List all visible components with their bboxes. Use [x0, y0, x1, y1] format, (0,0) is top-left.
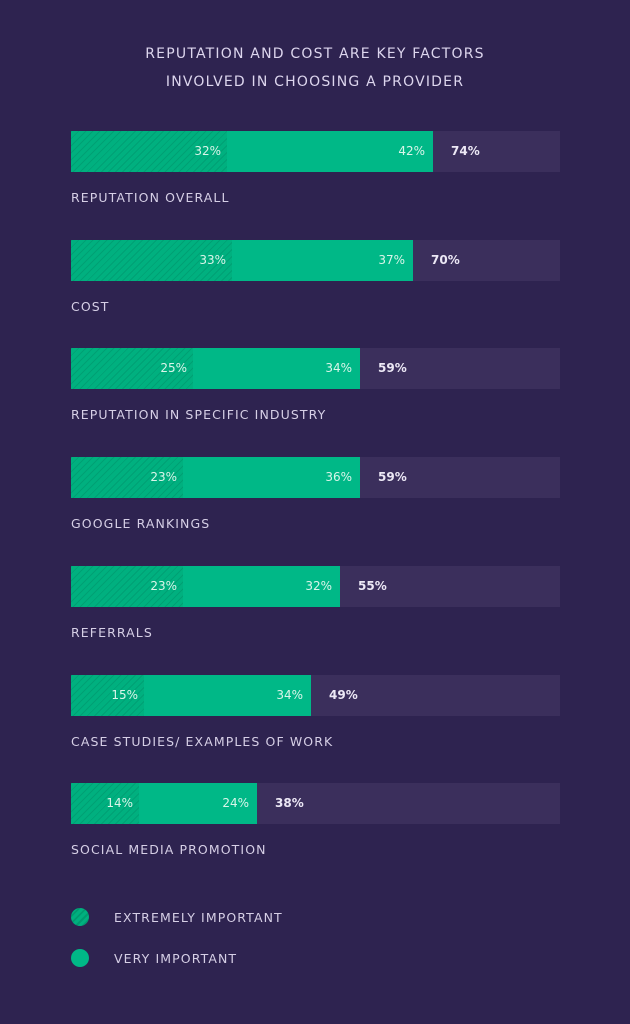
extremely-value-label: 25% — [160, 361, 187, 375]
extremely-value-label: 23% — [150, 579, 177, 593]
category-label: REFERRALS — [71, 625, 153, 640]
very-value-label: 42% — [398, 144, 425, 158]
bar-segment-extremely-important — [71, 566, 183, 607]
category-label: CASE STUDIES/ EXAMPLES OF WORK — [71, 734, 334, 749]
legend-label: VERY IMPORTANT — [114, 950, 238, 966]
bar-track: 14% 24% 38% — [71, 783, 560, 824]
legend-item-extremely-important: EXTREMELY IMPORTANT — [71, 908, 283, 926]
bar-segment-extremely-important — [71, 240, 232, 281]
bar-row: 25% 34% 59% REPUTATION IN SPECIFIC INDUSTRY — [71, 348, 560, 422]
bar-track: 32% 42% 74% — [71, 131, 560, 172]
very-value-label: 34% — [276, 688, 303, 702]
chart-title-line-2: INVOLVED IN CHOOSING A PROVIDER — [165, 74, 465, 90]
bar-track: 25% 34% 59% — [71, 348, 560, 389]
hatched-dot-icon — [71, 908, 89, 926]
bar-track: 23% 36% 59% — [71, 457, 560, 498]
very-value-label: 34% — [325, 361, 352, 375]
total-value-label: 70% — [431, 253, 460, 267]
bar-segment-extremely-important — [71, 457, 183, 498]
chart-title-line-1: REPUTATION AND COST ARE KEY FACTORS — [145, 46, 485, 62]
solid-dot-icon — [71, 949, 89, 967]
bar-segment-very-important — [232, 240, 413, 281]
bar-track: 15% 34% 49% — [71, 675, 560, 716]
bar-segment-extremely-important — [71, 675, 144, 716]
bar-track: 33% 37% 70% — [71, 240, 560, 281]
chart-title: REPUTATION AND COST ARE KEY FACTORS INVO… — [0, 40, 630, 96]
bar-segment-extremely-important — [71, 131, 227, 172]
extremely-value-label: 23% — [150, 470, 177, 484]
total-value-label: 74% — [451, 144, 480, 158]
bar-row: 23% 32% 55% REFERRALS — [71, 566, 560, 640]
category-label: COST — [71, 299, 110, 314]
very-value-label: 36% — [325, 470, 352, 484]
bar-segment-extremely-important — [71, 783, 139, 824]
category-label: SOCIAL MEDIA PROMOTION — [71, 842, 267, 857]
bar-row: 14% 24% 38% SOCIAL MEDIA PROMOTION — [71, 783, 560, 857]
bar-row: 23% 36% 59% GOOGLE RANKINGS — [71, 457, 560, 531]
bar-segment-very-important — [193, 348, 360, 389]
total-value-label: 49% — [329, 688, 358, 702]
bar-row: 33% 37% 70% COST — [71, 240, 560, 314]
bar-segment-very-important — [183, 457, 360, 498]
extremely-value-label: 32% — [194, 144, 221, 158]
total-value-label: 59% — [378, 470, 407, 484]
category-label: GOOGLE RANKINGS — [71, 516, 211, 531]
total-value-label: 38% — [275, 796, 304, 810]
extremely-value-label: 33% — [199, 253, 226, 267]
very-value-label: 32% — [305, 579, 332, 593]
very-value-label: 24% — [222, 796, 249, 810]
legend-item-very-important: VERY IMPORTANT — [71, 949, 237, 967]
bar-row: 15% 34% 49% CASE STUDIES/ EXAMPLES OF WORK — [71, 675, 560, 749]
extremely-value-label: 14% — [106, 796, 133, 810]
bar-track: 23% 32% 55% — [71, 566, 560, 607]
bar-segment-very-important — [144, 675, 311, 716]
total-value-label: 59% — [378, 361, 407, 375]
total-value-label: 55% — [358, 579, 387, 593]
extremely-value-label: 15% — [111, 688, 138, 702]
legend-label: EXTREMELY IMPORTANT — [114, 909, 283, 925]
very-value-label: 37% — [378, 253, 405, 267]
bar-segment-very-important — [227, 131, 433, 172]
category-label: REPUTATION IN SPECIFIC INDUSTRY — [71, 407, 327, 422]
category-label: REPUTATION OVERALL — [71, 190, 230, 205]
bar-segment-very-important — [183, 566, 340, 607]
bar-segment-extremely-important — [71, 348, 193, 389]
bar-row: 32% 42% 74% REPUTATION OVERALL — [71, 131, 560, 205]
bar-segment-very-important — [139, 783, 257, 824]
